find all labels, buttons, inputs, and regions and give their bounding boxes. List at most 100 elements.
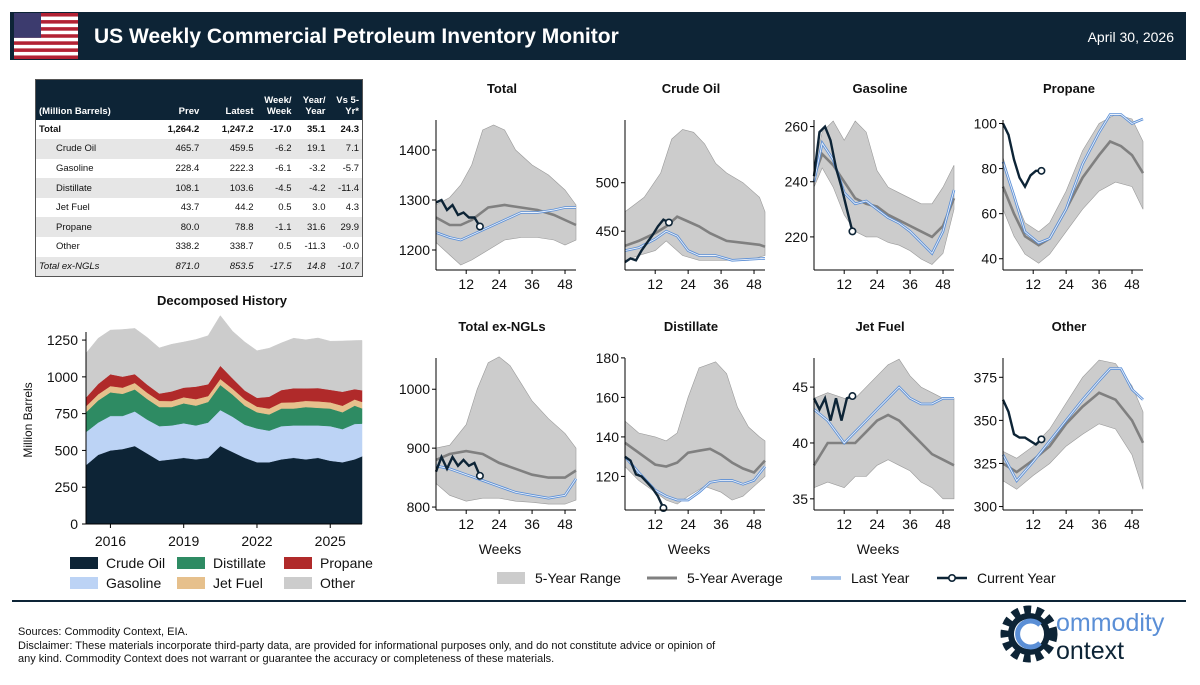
x-tick-label: 24 (1058, 516, 1074, 532)
cell-value: 4.3 (345, 202, 359, 214)
y-tick-label: 60 (981, 206, 997, 222)
y-tick-label: 450 (596, 223, 620, 239)
current-year-line (812, 124, 854, 232)
cell-value: -6.1 (275, 162, 292, 174)
page-title: US Weekly Commercial Petroleum Inventory… (94, 25, 619, 48)
cell-value: 78.8 (202, 217, 257, 238)
report-date: April 30, 2026 (1087, 29, 1174, 45)
row-label: Crude Oil (35, 139, 149, 159)
x-tick-label: 2019 (168, 533, 199, 549)
current-year-marker (1037, 166, 1046, 175)
current-year-marker (475, 471, 484, 480)
y-tick-label: 140 (596, 429, 620, 445)
legend-swatch (70, 577, 98, 589)
y-tick-label: 40 (792, 435, 808, 451)
cell-value: -0.0 (342, 241, 359, 253)
cell-value: 1,264.2 (167, 123, 200, 135)
cell-value: 80.0 (148, 217, 203, 238)
y-tick-label: 1300 (399, 192, 430, 208)
x-tick-label: 48 (746, 276, 762, 292)
cell-value: -4.2 (294, 178, 329, 198)
last-year-line-inner (813, 386, 954, 444)
y-tick-label: 1250 (47, 332, 78, 348)
y-tick-label: 375 (974, 369, 998, 385)
cell-value: -11.4 (328, 178, 363, 198)
table-row: Total 1,264.2 1,247.2 -17.0 35.1 24.3 (36, 120, 363, 140)
column-header: Latest (202, 79, 257, 120)
y-tick-label: 1000 (399, 381, 430, 397)
last-year-line-inner (435, 207, 576, 241)
cell-value: -11.3 (304, 241, 326, 253)
x-tick-label: 48 (935, 516, 951, 532)
cell-value: 222.3 (229, 162, 254, 174)
y-tick-label: 750 (55, 406, 79, 422)
x-tick-label: 2025 (315, 533, 346, 549)
row-label: Jet Fuel (56, 202, 90, 214)
cell-value: 103.6 (202, 178, 257, 198)
row-label: Propane (35, 217, 149, 238)
seasonal-chart-other: 12 24 36 48 300 325 350 375 Other (974, 319, 1145, 532)
x-tick-label: 36 (1091, 516, 1107, 532)
cell-value: 0.5 (278, 241, 292, 253)
average-line (435, 449, 577, 479)
cell-value: 228.4 (175, 162, 200, 174)
row-label: Gasoline (56, 162, 94, 174)
legend-swatch (284, 577, 312, 589)
chart-title: Gasoline (853, 81, 908, 96)
column-header: Week/ Week (256, 79, 295, 120)
current-year-line (1001, 122, 1042, 190)
y-tick-label: 325 (974, 455, 998, 471)
current-year-marker (848, 227, 857, 236)
range-band (624, 129, 766, 261)
x-tick-label: 36 (1091, 276, 1107, 292)
history-legend: Crude Oil Distillate Propane Gasoline Jet Fu… (70, 555, 373, 591)
legend-label: Gasoline (106, 575, 161, 591)
x-tick-label: 2016 (95, 533, 126, 549)
table-row: Total ex-NGLs 871.0 853.5 -17.5 14.8 -10.7 (35, 256, 363, 277)
legend-swatch (284, 557, 312, 569)
cell-value: 3.0 (312, 202, 326, 214)
legend-label: Propane (320, 555, 373, 571)
logo-text-line1: ommodity (1056, 609, 1165, 637)
disclaimer-text: Disclaimer: These materials incorporate … (18, 640, 716, 665)
column-header: Vs 5-Yr* (328, 79, 363, 120)
x-tick-label: 48 (557, 276, 573, 292)
cell-value: 31.6 (294, 217, 329, 238)
logo-text-line2: ontext (1056, 637, 1124, 665)
y-tick-label: 45 (792, 379, 808, 395)
legend-swatch-current-marker (947, 574, 956, 583)
header-bar: US Weekly Commercial Petroleum Inventory… (10, 12, 1186, 60)
cell-value: -3.2 (309, 162, 326, 174)
legend-label-current: Current Year (977, 570, 1056, 586)
y-tick-label: 80 (981, 161, 997, 177)
cell-value: -17.0 (269, 123, 292, 135)
range-band (435, 356, 577, 505)
cell-value: 338.7 (229, 241, 254, 253)
seasonal-chart-crude-oil: 12 24 36 48 450 500 Crude Oil (596, 81, 766, 292)
x-tick-label: 48 (1124, 276, 1140, 292)
chart-title: Distillate (664, 319, 718, 334)
cell-value: 108.1 (148, 178, 203, 198)
seasonal-chart-total-ex-ngls: 12 24 36 48 800 900 1000 Total ex-NGLs (399, 319, 578, 532)
y-tick-label: 350 (974, 412, 998, 428)
cell-value: 338.2 (175, 241, 200, 253)
y-tick-label: 300 (974, 499, 998, 515)
row-label: Other (56, 241, 80, 253)
legend-label: Distillate (213, 555, 266, 571)
legend-label-avg: 5-Year Average (687, 570, 783, 586)
y-tick-label: 260 (785, 119, 809, 135)
cell-value: 459.5 (202, 139, 257, 159)
chart-title: Decomposed History (157, 293, 288, 308)
cell-value: -5.7 (342, 162, 359, 174)
table-row: Other 338.2 338.7 0.5 -11.3 -0.0 (36, 237, 363, 257)
table-row: Jet Fuel 43.7 44.2 0.5 3.0 4.3 (36, 198, 363, 218)
legend-label: Crude Oil (106, 555, 165, 571)
x-axis-label: Weeks (668, 541, 711, 557)
cell-value: -17.5 (256, 256, 295, 277)
current-year-line (812, 394, 853, 421)
table-row: Gasoline 228.4 222.3 -6.1 -3.2 -5.7 (36, 159, 363, 179)
cell-value: -6.2 (256, 139, 295, 159)
x-tick-label: 12 (1025, 516, 1041, 532)
inventory-table: (Million Barrels) Prev Latest Week/ Week… (35, 79, 363, 277)
